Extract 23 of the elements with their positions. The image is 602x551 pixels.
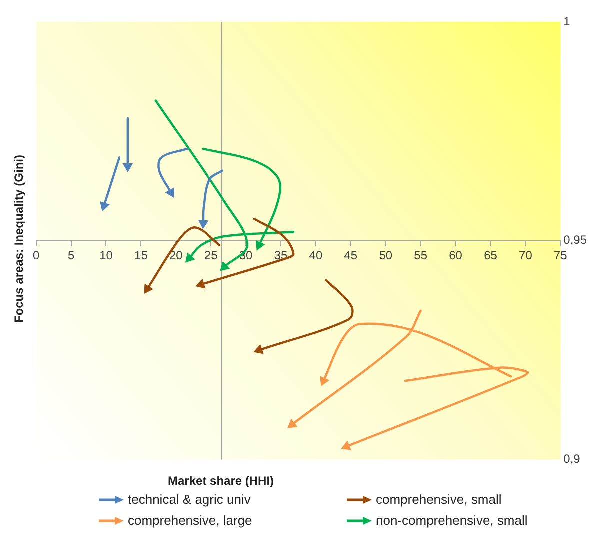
legend-label: technical & agric univ: [128, 492, 251, 507]
y-tick-label: 0,95: [564, 233, 588, 248]
y-tick-label: 1: [564, 14, 571, 28]
x-tick-label: 50: [379, 248, 393, 262]
x-tick-label: 15: [134, 248, 148, 262]
x-tick-label: 70: [519, 248, 533, 262]
y-axis-title: Focus areas: Inequality (Gini): [12, 154, 26, 324]
legend-label: comprehensive, large: [128, 513, 252, 528]
x-tick-label: 45: [344, 248, 358, 262]
x-axis-title: Market share (HHI): [167, 474, 276, 488]
y-tick-label: 0,9: [564, 452, 581, 466]
legend-label: comprehensive, small: [376, 492, 502, 507]
x-tick-label: 60: [449, 248, 463, 262]
x-tick-label: 0: [32, 248, 40, 262]
x-tick-label: 20: [169, 248, 184, 262]
x-tick-label: 55: [414, 248, 428, 262]
x-tick-label: 40: [309, 248, 323, 262]
legend-label: non-comprehensive, small: [376, 513, 528, 528]
x-tick-label: 5: [68, 248, 75, 262]
x-tick-label: 10: [100, 248, 114, 262]
x-tick-label: 65: [484, 248, 498, 262]
x-tick-label: 25: [204, 248, 218, 262]
x-tick-label: 75: [554, 248, 568, 262]
